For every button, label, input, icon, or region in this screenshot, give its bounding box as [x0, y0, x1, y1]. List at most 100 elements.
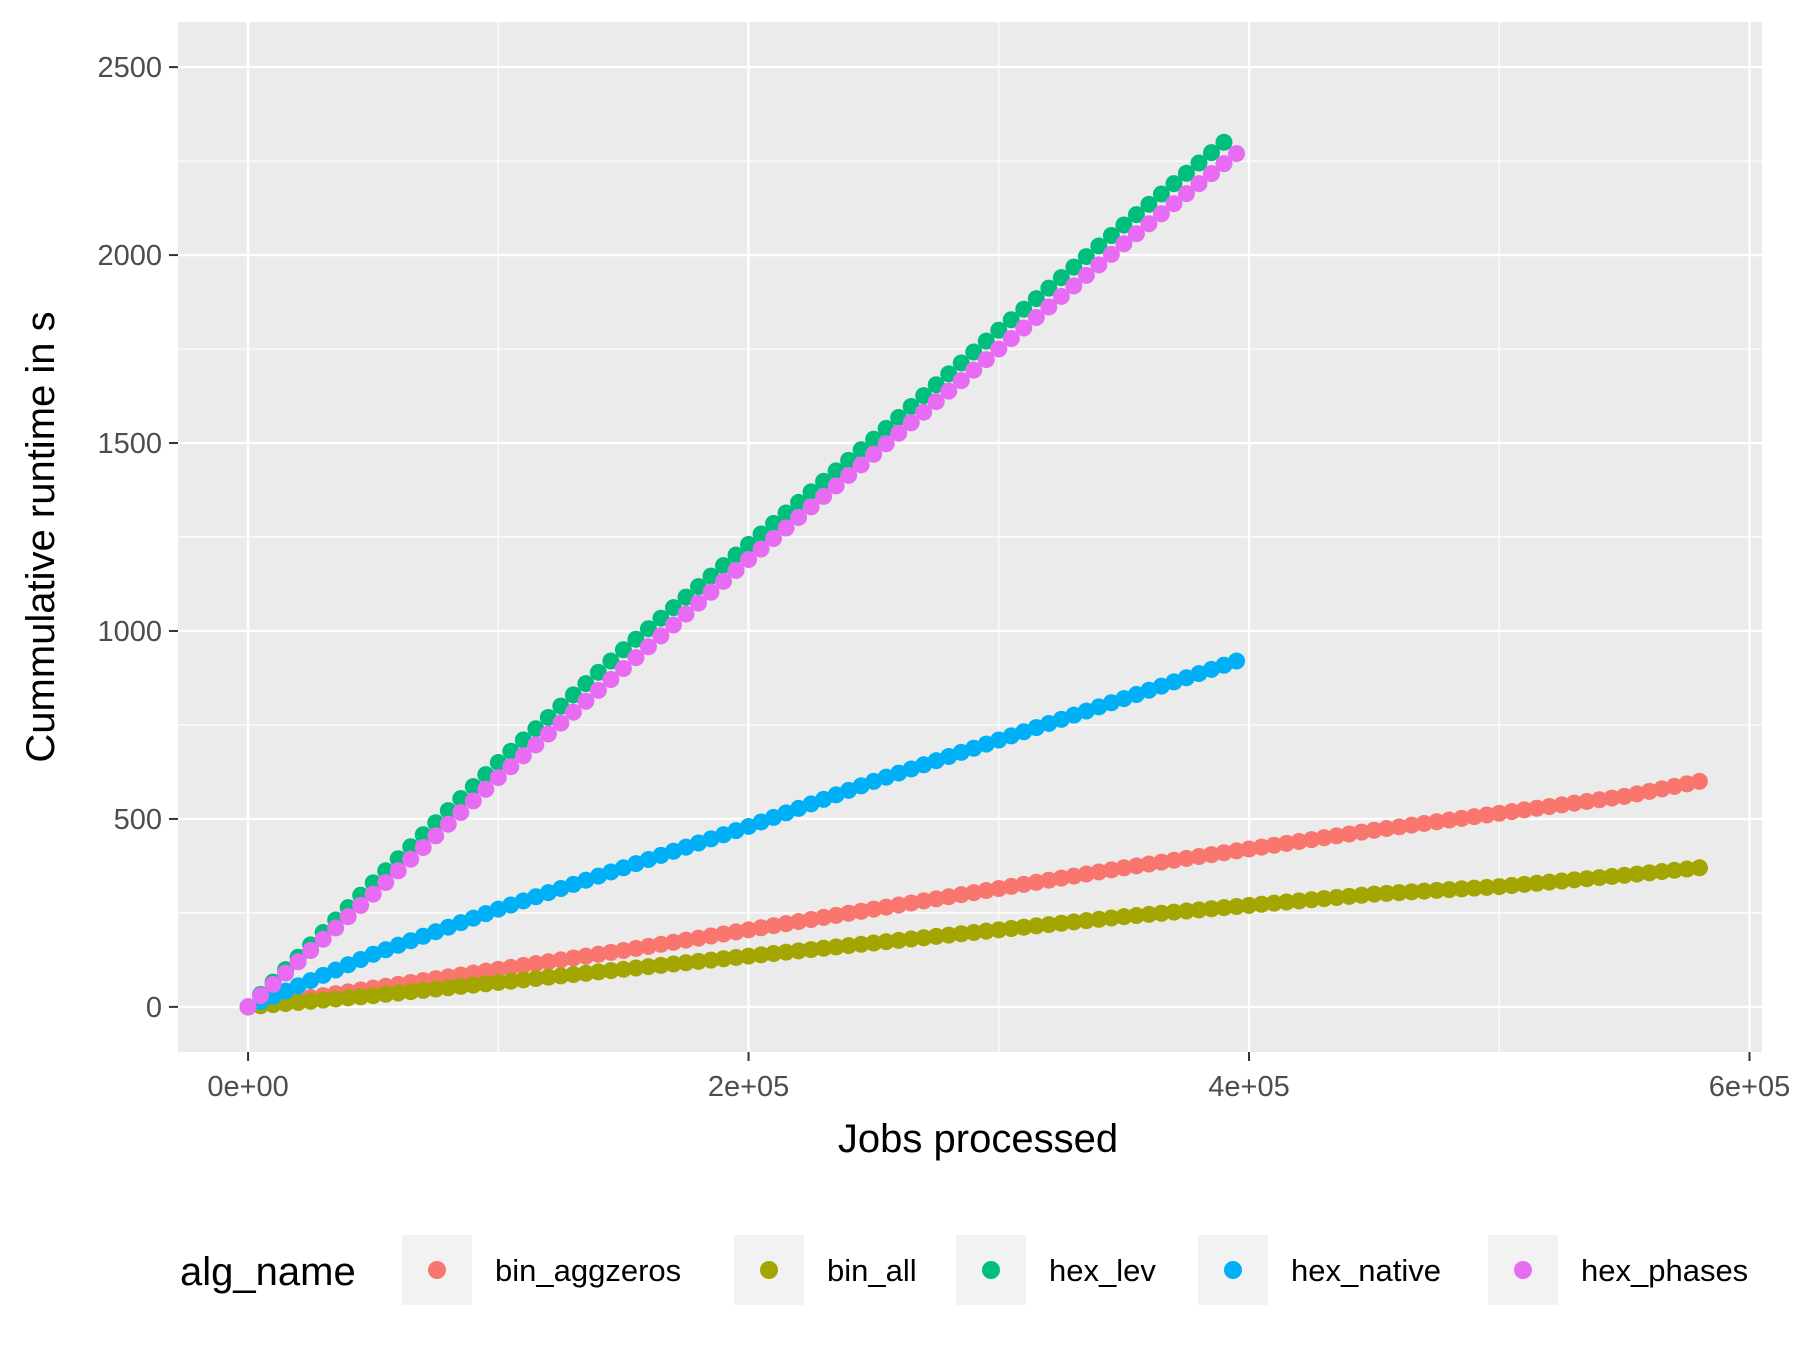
data-point	[1415, 814, 1433, 832]
data-point	[377, 985, 395, 1003]
data-point	[552, 967, 570, 985]
data-point	[677, 931, 695, 949]
data-point	[514, 957, 532, 975]
data-point	[1115, 859, 1133, 877]
data-point	[1578, 792, 1596, 810]
data-point	[752, 540, 770, 558]
data-point	[940, 365, 958, 383]
data-point	[1190, 848, 1208, 866]
data-point	[1353, 823, 1371, 841]
data-point	[289, 993, 307, 1011]
data-point	[602, 943, 620, 961]
data-point	[289, 953, 307, 971]
legend-marker	[1514, 1261, 1532, 1279]
data-point	[1315, 890, 1333, 908]
data-point	[1140, 855, 1158, 873]
data-point	[1090, 256, 1108, 274]
data-point	[1515, 801, 1533, 819]
data-point	[1027, 290, 1045, 308]
data-point	[815, 939, 833, 957]
data-point	[1152, 205, 1170, 223]
data-point	[1615, 866, 1633, 884]
data-point	[1603, 789, 1621, 807]
data-point	[1378, 884, 1396, 902]
data-point	[539, 968, 557, 986]
data-point	[790, 508, 808, 526]
data-point	[339, 989, 357, 1007]
data-point	[489, 960, 507, 978]
legend: alg_name bin_aggzeros bin_all hex_lev hex_n…	[180, 1235, 1748, 1305]
legend-label: hex_phases	[1581, 1253, 1748, 1288]
data-point	[952, 925, 970, 943]
data-point	[852, 935, 870, 953]
data-point	[1090, 237, 1108, 255]
data-point	[940, 382, 958, 400]
data-point	[1052, 269, 1070, 287]
data-point	[239, 998, 257, 1016]
data-point	[990, 879, 1008, 897]
data-point	[414, 826, 432, 844]
x-tick-label: 4e+05	[1208, 1071, 1289, 1103]
x-tick-label: 6e+05	[1709, 1071, 1790, 1103]
data-point	[639, 638, 657, 656]
data-point	[1002, 330, 1020, 348]
data-point	[1090, 863, 1108, 881]
data-point	[865, 900, 883, 918]
data-point	[1278, 834, 1296, 852]
data-point	[1390, 818, 1408, 836]
data-point	[977, 351, 995, 369]
data-point	[915, 403, 933, 421]
data-point	[1578, 870, 1596, 888]
data-point	[1690, 859, 1708, 877]
data-point	[689, 929, 707, 947]
data-point	[1027, 873, 1045, 891]
data-point	[477, 962, 495, 980]
data-point	[1528, 874, 1546, 892]
data-point	[802, 941, 820, 959]
data-point	[402, 850, 420, 868]
data-point	[715, 925, 733, 943]
data-point	[902, 930, 920, 948]
data-point	[652, 935, 670, 953]
data-point	[1177, 185, 1195, 203]
data-point	[602, 962, 620, 980]
data-point	[439, 979, 457, 997]
data-point	[1052, 869, 1070, 887]
data-point	[1102, 909, 1120, 927]
data-point	[589, 945, 607, 963]
data-point	[740, 921, 758, 939]
data-point	[539, 953, 557, 971]
data-point	[1590, 869, 1608, 887]
data-point	[852, 456, 870, 474]
data-point	[1202, 846, 1220, 864]
data-point	[1465, 808, 1483, 826]
data-point	[427, 980, 445, 998]
legend-marker	[1224, 1261, 1242, 1279]
data-point	[1565, 794, 1583, 812]
data-point	[252, 987, 270, 1005]
data-point	[1002, 877, 1020, 895]
data-point	[314, 991, 332, 1009]
data-point	[1303, 831, 1321, 849]
data-point	[277, 995, 295, 1013]
data-point	[802, 910, 820, 928]
data-point	[514, 747, 532, 765]
data-point	[1265, 894, 1283, 912]
y-tick-label: 0	[146, 992, 162, 1024]
data-point	[1077, 248, 1095, 266]
data-point	[927, 376, 945, 394]
data-point	[1553, 796, 1571, 814]
legend-marker	[982, 1261, 1000, 1279]
minor-gridlines	[178, 22, 1762, 1052]
data-point	[639, 937, 657, 955]
data-point	[1040, 916, 1058, 934]
legend-marker	[760, 1261, 778, 1279]
data-point	[1015, 319, 1033, 337]
data-point	[1665, 861, 1683, 879]
data-point	[1390, 884, 1408, 902]
y-axis-title: Cummulative runtime in s	[19, 311, 63, 762]
data-point	[539, 725, 557, 743]
data-point	[1190, 154, 1208, 172]
data-point	[377, 862, 395, 880]
data-point	[915, 892, 933, 910]
